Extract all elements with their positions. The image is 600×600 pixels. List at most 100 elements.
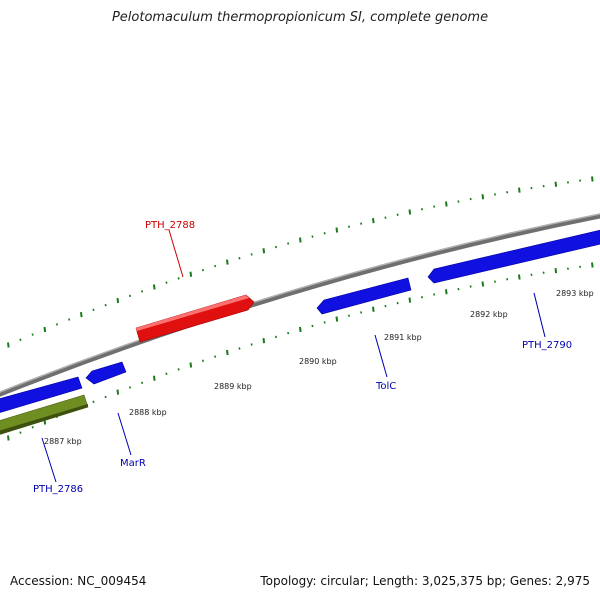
tick-mark (274, 245, 278, 249)
gene-label-pth2788[interactable]: PTH_2788 (145, 220, 195, 231)
tick-mark (457, 287, 460, 291)
tick-mark (311, 324, 314, 328)
tick-mark (420, 208, 424, 211)
tick-mark (128, 294, 132, 298)
tick-mark (153, 284, 156, 290)
tick-mark (262, 338, 266, 344)
tick-mark (250, 253, 253, 256)
tick-mark (579, 179, 582, 182)
tick-mark (104, 303, 107, 307)
gene-rna-green-shade (0, 404, 88, 435)
tick-mark (530, 273, 533, 277)
tick-mark (347, 225, 351, 229)
gene-pth2788[interactable] (135, 294, 255, 343)
tick-mark (189, 271, 193, 277)
outer-tick-ring (7, 176, 594, 348)
tick-mark (506, 278, 509, 281)
tick-mark (104, 395, 107, 399)
kbp-label-2890: 2890 kbp (299, 357, 337, 366)
leader-tolc (374, 334, 388, 378)
gene-label-pth2790[interactable]: PTH_2790 (522, 340, 572, 351)
tick-mark (591, 176, 594, 182)
tick-mark (201, 359, 205, 363)
gene-marr[interactable] (85, 361, 127, 385)
tick-mark (238, 257, 241, 260)
tick-mark (360, 311, 363, 314)
leader-pth2790 (533, 292, 546, 338)
tick-mark (68, 318, 71, 321)
gene-label-pth2786[interactable]: PTH_2786 (33, 484, 83, 495)
tick-mark (7, 435, 10, 441)
tick-mark (55, 323, 59, 326)
map-title: Pelotomaculum thermopropionicum SI, comp… (111, 10, 489, 25)
tick-mark (43, 326, 47, 333)
tick-mark (323, 232, 326, 235)
tick-mark (128, 386, 132, 389)
tick-mark (116, 297, 120, 304)
tick-mark (287, 331, 290, 335)
tick-mark (80, 312, 83, 318)
kbp-label-2893: 2893 kbp (556, 289, 594, 298)
tick-mark (226, 259, 229, 265)
tick-mark (481, 194, 485, 200)
tick-mark (579, 265, 582, 269)
tick-mark (396, 213, 399, 217)
tick-mark (554, 268, 558, 274)
tick-mark (566, 181, 570, 184)
kbp-label-2887: 2887 kbp (44, 437, 82, 446)
gene-tolc[interactable] (316, 277, 412, 315)
tick-mark (238, 347, 241, 350)
tick-mark (384, 216, 387, 219)
tick-mark (335, 316, 339, 322)
tick-mark (469, 285, 472, 288)
tick-mark (542, 271, 545, 274)
tick-mark (92, 308, 95, 312)
tick-mark (19, 338, 22, 341)
tick-mark (226, 349, 229, 356)
tick-mark (177, 368, 180, 371)
tick-mark (189, 362, 193, 368)
tick-mark (19, 431, 22, 434)
genome-summary: Topology: circular; Length: 3,025,375 bp… (260, 574, 590, 588)
kbp-label-2888: 2888 kbp (129, 408, 167, 417)
tick-mark (262, 248, 266, 254)
tick-mark (299, 237, 302, 243)
tick-mark (433, 293, 436, 296)
tick-mark (177, 277, 180, 280)
tick-mark (323, 321, 326, 324)
kbp-label-2889: 2889 kbp (214, 382, 252, 391)
kbp-label-2892: 2892 kbp (470, 310, 508, 319)
tick-mark (141, 290, 144, 293)
gene-pth2790[interactable] (427, 229, 600, 284)
leader-pth2788 (168, 229, 184, 278)
tick-mark (153, 375, 156, 381)
tick-mark (408, 297, 412, 303)
tick-mark (506, 191, 509, 194)
tick-mark (493, 193, 497, 196)
tick-mark (530, 186, 533, 190)
tick-mark (274, 335, 278, 339)
gene-pth2786-blue[interactable] (0, 376, 83, 414)
tick-mark (214, 355, 217, 358)
tick-mark (445, 201, 448, 207)
tick-mark (396, 301, 399, 305)
tick-mark (347, 314, 351, 317)
gene-label-tolc[interactable]: TolC (375, 381, 396, 392)
tick-mark (420, 296, 424, 299)
tick-mark (165, 372, 168, 375)
tick-mark (542, 184, 545, 188)
tick-mark (566, 267, 570, 270)
tick-mark (469, 197, 472, 201)
tick-mark (214, 264, 217, 268)
backbone (0, 213, 600, 397)
gene-label-marr[interactable]: MarR (120, 458, 146, 469)
tick-mark (591, 262, 594, 268)
tick-mark (250, 343, 253, 346)
tick-mark (92, 400, 95, 404)
leader-pth2786 (41, 437, 57, 483)
inner-tick-ring (7, 262, 594, 441)
tick-mark (360, 222, 363, 225)
accession-text: Accession: NC_009454 (10, 574, 147, 588)
tick-mark (311, 235, 314, 238)
